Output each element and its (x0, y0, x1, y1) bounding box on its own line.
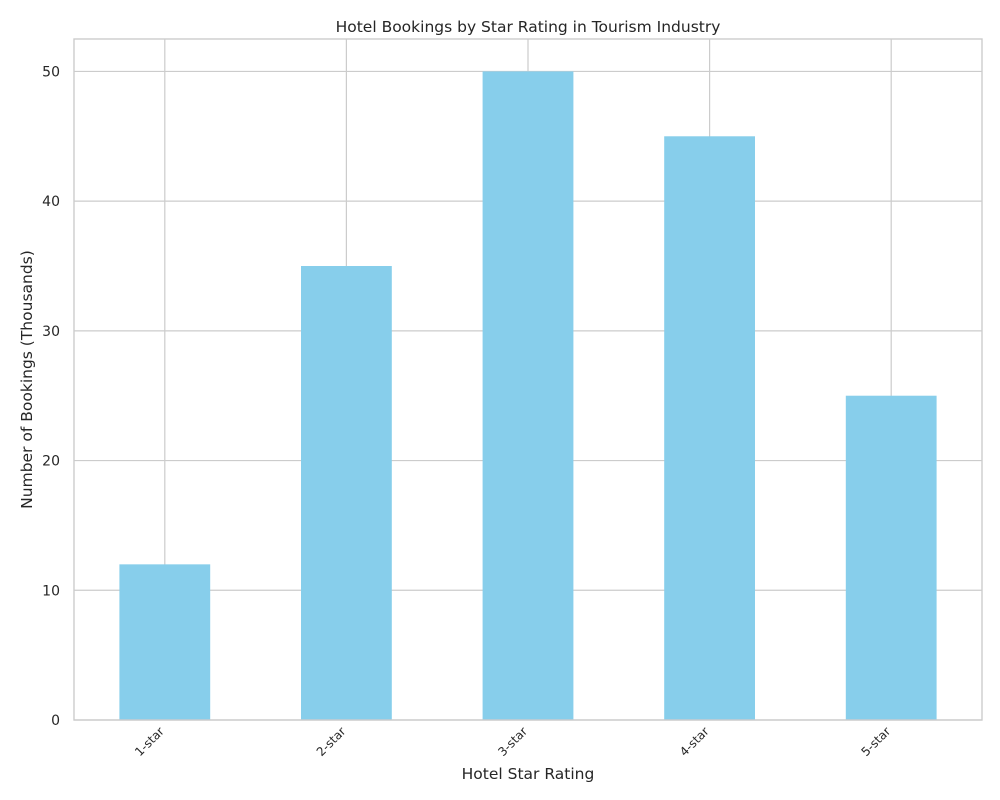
x-tick-label: 4-star (677, 724, 712, 759)
y-tick-label: 30 (42, 324, 60, 340)
bar-4-star (664, 136, 755, 721)
x-tick-label: 2-star (314, 724, 349, 759)
bars-group (119, 71, 937, 721)
chart-title: Hotel Bookings by Star Rating in Tourism… (336, 18, 721, 36)
y-tick-labels: 0 10 20 30 40 50 (42, 64, 60, 729)
x-axis-label: Hotel Star Rating (462, 765, 595, 783)
y-tick-label: 0 (51, 713, 60, 729)
y-tick-label: 40 (42, 194, 60, 210)
bar-5-star (845, 395, 937, 720)
plot-frame (73, 38, 983, 721)
y-axis-label: Number of Bookings (Thousands) (18, 250, 36, 509)
x-tick-label: 1-star (132, 724, 167, 759)
bar-3-star (482, 71, 574, 720)
bar-2-star (301, 266, 392, 720)
y-tick-label: 20 (42, 454, 60, 470)
y-tick-label: 10 (42, 583, 60, 599)
y-tick-label: 50 (42, 64, 60, 80)
x-tick-label: 3-star (495, 724, 530, 759)
x-tick-label: 5-star (859, 724, 894, 759)
bar-1-star (119, 564, 211, 720)
x-tick-labels: 1-star 2-star 3-star 4-star 5-star (132, 724, 893, 759)
